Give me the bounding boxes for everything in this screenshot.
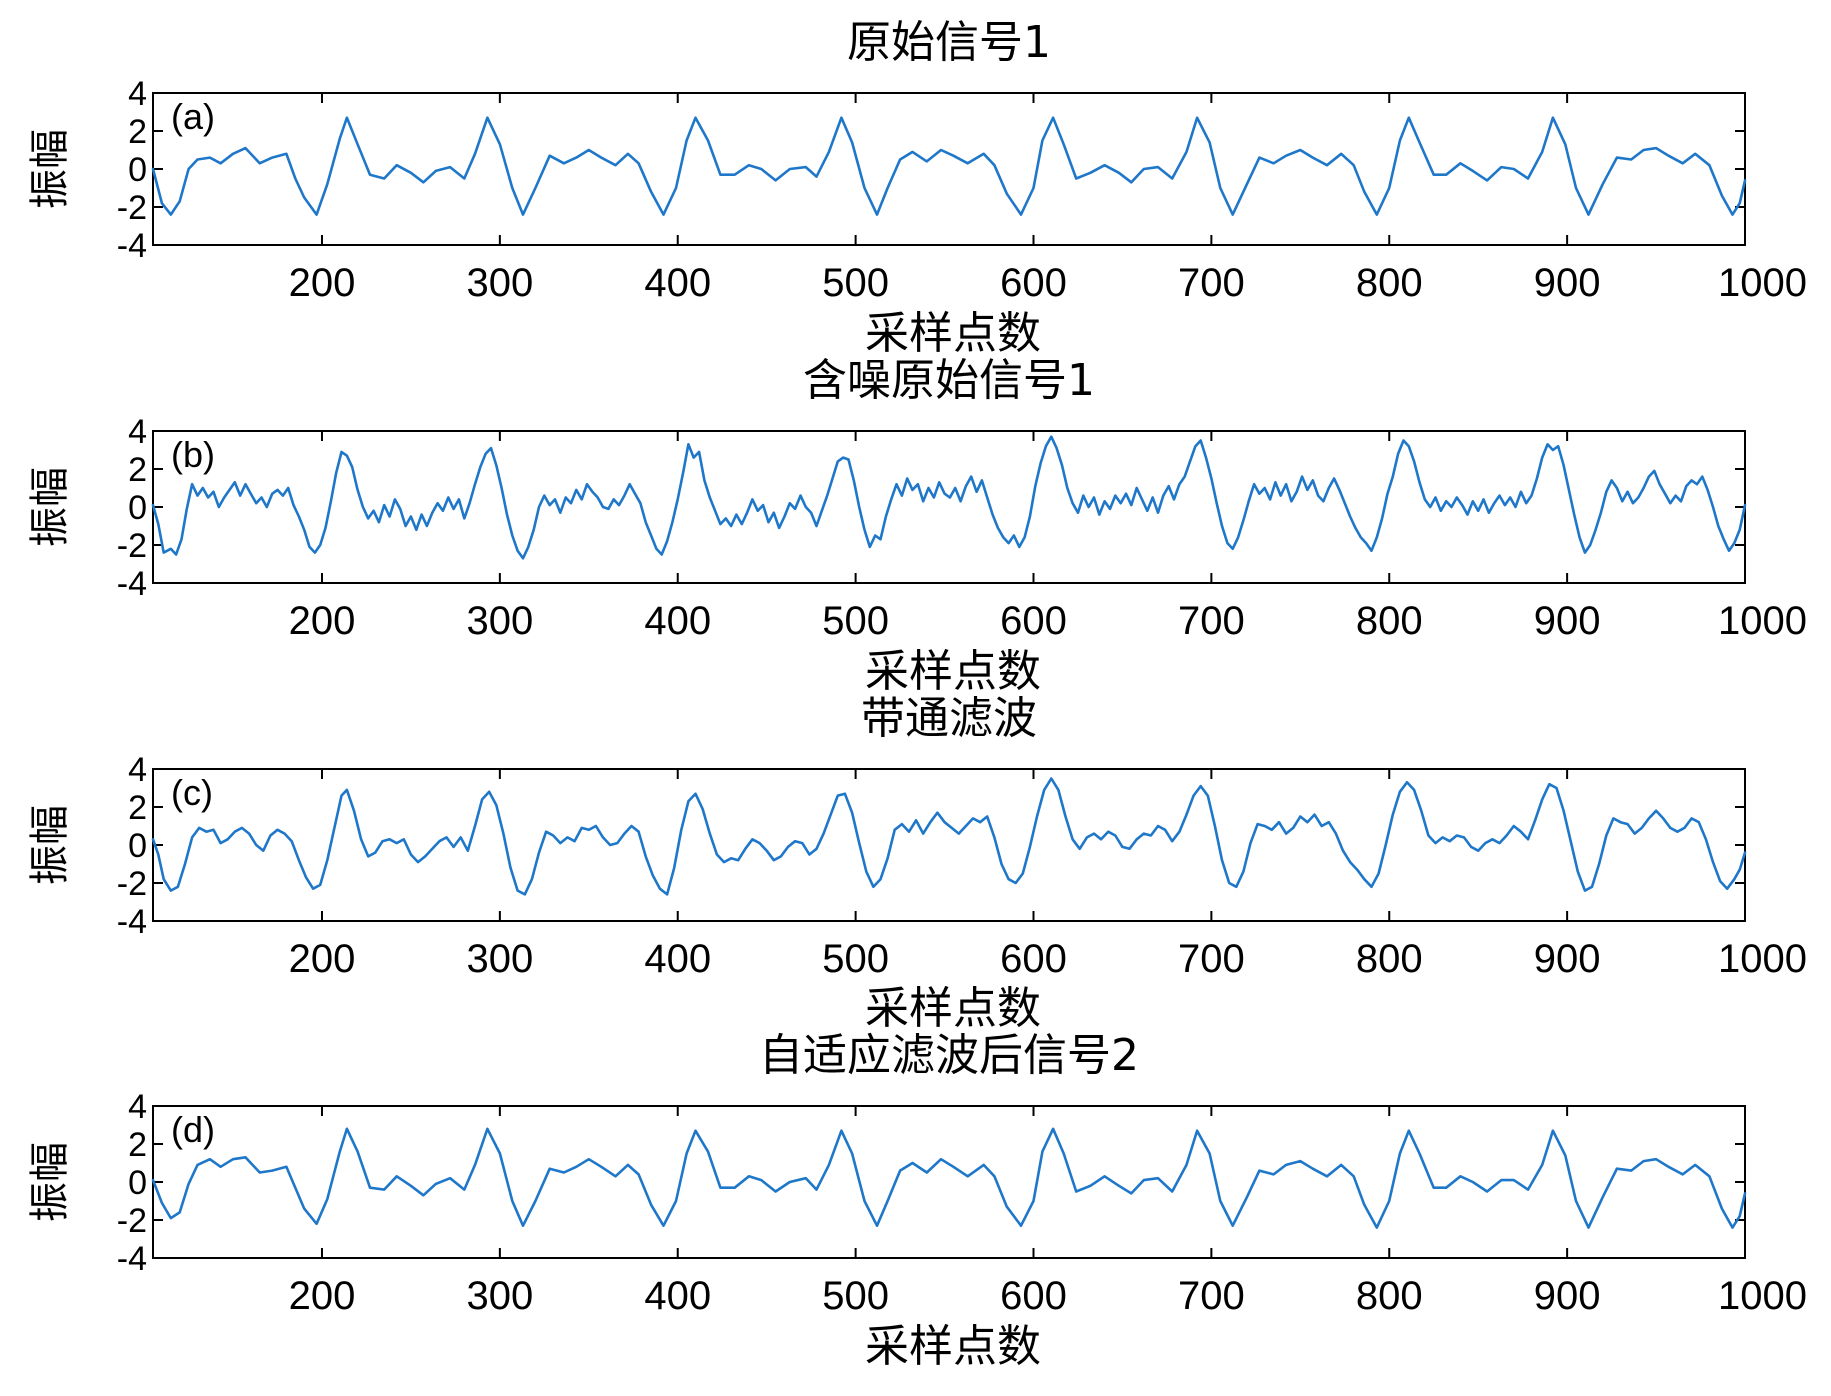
y-axis-label: 振幅 [27, 1142, 73, 1222]
x-tick-label: 500 [822, 1274, 889, 1318]
panel-label: (b) [171, 434, 215, 475]
panel-label: (c) [171, 772, 213, 813]
x-tick-label: 700 [1178, 599, 1245, 643]
y-tick-label: 0 [128, 489, 147, 527]
chart-title: 原始信号1 [847, 17, 1051, 68]
panel-b: 含噪原始信号1 200 300 400 500 600 700 800 900 1000 420-2… [27, 355, 1807, 697]
y-tick-label: -4 [117, 565, 147, 603]
x-tick-label: 200 [289, 599, 356, 643]
plot-frame [152, 768, 1746, 922]
x-tick-label: 700 [1178, 1274, 1245, 1318]
y-tick-label: 2 [128, 789, 147, 827]
x-tick-label: 300 [466, 599, 533, 643]
panel-a: 原始信号1 200 300 400 500 600 700 800 900 1000 420-2-4… [27, 17, 1807, 359]
panel-label: (a) [171, 96, 215, 137]
panel-d: 自适应滤波后信号2 200 300 400 500 600 700 800 900 1000 420… [27, 1030, 1807, 1372]
x-tick-label: 700 [1178, 937, 1245, 981]
y-tick-label: 2 [128, 451, 147, 489]
y-axis-label: 振幅 [27, 805, 73, 885]
y-tick-label: 4 [128, 413, 147, 451]
x-tick-label: 1000 [1718, 599, 1807, 643]
series-line [151, 435, 1747, 560]
y-tick-label: -4 [117, 1240, 147, 1278]
x-axis-label: 采样点数 [865, 1321, 1041, 1372]
y-tick-label: -2 [117, 527, 147, 565]
x-tick-label: 800 [1356, 599, 1423, 643]
x-tick-label: 900 [1534, 1274, 1601, 1318]
y-tick-label: -4 [117, 903, 147, 941]
x-tick-label: 500 [822, 937, 889, 981]
x-tick-label: 600 [1000, 261, 1067, 305]
x-tick-label: 500 [822, 599, 889, 643]
chart-title: 带通滤波 [861, 693, 1037, 744]
y-tick-label: -2 [117, 865, 147, 903]
y-tick-label: -2 [117, 1202, 147, 1240]
x-tick-label: 200 [289, 1274, 356, 1318]
x-tick-label: 200 [289, 937, 356, 981]
y-tick-label: 2 [128, 1126, 147, 1164]
y-tick-label: 0 [128, 151, 147, 189]
x-tick-label: 800 [1356, 261, 1423, 305]
x-axis-label: 采样点数 [865, 983, 1041, 1034]
y-tick-label: -4 [117, 227, 147, 265]
chart-title: 自适应滤波后信号2 [759, 1030, 1139, 1081]
y-tick-label: 2 [128, 113, 147, 151]
y-axis-label: 振幅 [27, 467, 73, 547]
y-tick-label: 4 [128, 75, 147, 113]
x-tick-label: 400 [644, 937, 711, 981]
series-line [151, 777, 1747, 896]
panel-label: (d) [171, 1109, 215, 1150]
series-line [151, 116, 1747, 216]
x-tick-label: 1000 [1718, 1274, 1807, 1318]
x-tick-label: 600 [1000, 599, 1067, 643]
x-tick-label: 300 [466, 937, 533, 981]
x-tick-label: 800 [1356, 1274, 1423, 1318]
x-tick-label: 300 [466, 1274, 533, 1318]
x-tick-label: 400 [644, 599, 711, 643]
y-tick-label: 4 [128, 751, 147, 789]
x-tick-label: 400 [644, 1274, 711, 1318]
x-tick-label: 500 [822, 261, 889, 305]
x-tick-label: 400 [644, 261, 711, 305]
x-axis-label: 采样点数 [865, 646, 1041, 697]
x-tick-label: 600 [1000, 937, 1067, 981]
y-axis-label: 振幅 [27, 129, 73, 209]
x-tick-label: 900 [1534, 261, 1601, 305]
y-tick-label: 0 [128, 827, 147, 865]
x-tick-label: 1000 [1718, 937, 1807, 981]
panel-c: 带通滤波 200 300 400 500 600 700 800 900 1000 420-2-4 振… [27, 693, 1807, 1034]
x-tick-label: 300 [466, 261, 533, 305]
x-tick-label: 800 [1356, 937, 1423, 981]
x-tick-label: 900 [1534, 937, 1601, 981]
x-tick-label: 1000 [1718, 261, 1807, 305]
x-axis-label: 采样点数 [865, 308, 1041, 359]
x-tick-label: 900 [1534, 599, 1601, 643]
y-tick-label: -2 [117, 189, 147, 227]
y-tick-label: 0 [128, 1164, 147, 1202]
chart-title: 含噪原始信号1 [803, 355, 1095, 406]
x-tick-label: 600 [1000, 1274, 1067, 1318]
series-line [151, 1127, 1747, 1229]
x-tick-label: 200 [289, 261, 356, 305]
y-tick-label: 4 [128, 1088, 147, 1126]
x-tick-label: 700 [1178, 261, 1245, 305]
